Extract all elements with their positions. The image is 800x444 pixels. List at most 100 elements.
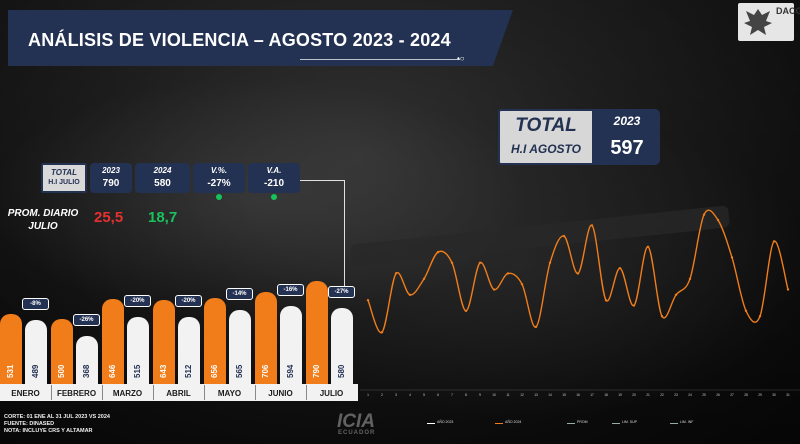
series-line-2024 — [367, 209, 789, 334]
legend-item: LIM. SUP — [622, 420, 637, 424]
bar-value-label: 656 — [210, 364, 219, 378]
line-point — [758, 315, 762, 318]
line-x-tick: 25 — [702, 393, 706, 397]
month-divider — [306, 385, 307, 400]
month-divider — [102, 385, 103, 400]
line-point — [660, 315, 664, 318]
line-x-tick: 1 — [367, 393, 369, 397]
footnote-line: CORTE: 01 ENE AL 31 JUL 2023 VS 2024 — [4, 414, 110, 420]
comparison-cell-head: V.A. — [266, 166, 282, 175]
line-x-tick: 10 — [492, 393, 496, 397]
bar-value-label: 565 — [235, 364, 244, 378]
line-x-tick: 13 — [534, 393, 538, 397]
comparison-cell-head: 2024 — [153, 166, 172, 175]
bar-2023 — [204, 298, 226, 384]
footnotes: CORTE: 01 ENE AL 31 JUL 2023 VS 2024 FUE… — [4, 414, 110, 435]
line-point — [590, 224, 594, 227]
legend-swatch — [612, 423, 620, 424]
eagle-logo-icon — [744, 9, 772, 35]
comparison-total-label-1: TOTAL — [51, 168, 77, 177]
line-point — [786, 288, 790, 291]
line-x-tick: 4 — [409, 393, 411, 397]
title-underline — [300, 59, 460, 60]
line-x-tick: 16 — [576, 393, 580, 397]
line-point — [632, 304, 636, 307]
title-banner — [8, 10, 513, 66]
line-x-tick: 20 — [632, 393, 636, 397]
line-point — [506, 272, 510, 275]
line-x-tick: 5 — [423, 393, 425, 397]
line-point — [548, 261, 552, 264]
total-august-label-2: H.I AGOSTO — [510, 142, 581, 156]
bar-2023 — [51, 318, 73, 384]
line-point — [366, 299, 370, 302]
line-point — [436, 250, 440, 254]
comparison-total-label-2: H.I JULIO — [48, 179, 80, 186]
line-point — [380, 331, 384, 334]
variation-tag: -8% — [22, 297, 49, 310]
bar-2023 — [306, 280, 328, 384]
comparison-cell-2024: 2024 580 — [135, 163, 190, 193]
line-point — [618, 266, 622, 270]
legend-swatch — [495, 423, 503, 424]
line-point — [604, 299, 608, 302]
line-point — [520, 282, 524, 286]
total-august-box: TOTAL H.I AGOSTO 2023 597 — [498, 109, 660, 165]
logo — [738, 3, 794, 41]
watermark-sub: ECUADOR — [338, 430, 376, 436]
month-label: JUNIO — [268, 389, 293, 398]
prom-diario-label: PROM. DIARIO JULIO — [7, 208, 79, 232]
line-x-tick: 28 — [744, 393, 748, 397]
month-axis-band — [0, 384, 358, 401]
watermark: ICIA — [337, 411, 375, 432]
legend-swatch — [670, 423, 678, 424]
line-x-tick: 19 — [618, 393, 622, 397]
line-point — [576, 272, 580, 275]
line-x-tick: 31 — [786, 393, 790, 397]
month-divider — [255, 385, 256, 400]
bar-value-label: 500 — [57, 364, 66, 378]
line-x-tick: 27 — [730, 393, 734, 397]
legend-swatch — [567, 423, 575, 424]
variation-tag: -26% — [73, 313, 100, 326]
month-label: JULIO — [319, 389, 344, 398]
bar-2024 — [25, 319, 47, 384]
month-label: MARZO — [112, 389, 143, 398]
variation-tag: -14% — [226, 287, 253, 300]
bar-2023 — [102, 299, 124, 384]
line-x-tick: 2 — [381, 393, 383, 397]
comparison-cell-value: 790 — [102, 178, 120, 189]
line-point — [674, 293, 678, 297]
total-august-label-panel — [498, 109, 594, 165]
legend-item: AÑO 2024 — [505, 420, 522, 424]
footnote-line: FUENTE: DINASED — [4, 421, 55, 427]
line-point — [394, 272, 398, 275]
bar-value-label: 512 — [184, 364, 193, 378]
line-point — [534, 325, 538, 329]
line-x-tick: 29 — [758, 393, 762, 397]
line-x-tick: 30 — [772, 393, 776, 397]
bar-value-label: 790 — [312, 364, 321, 378]
bar-value-label: 368 — [82, 364, 91, 378]
prom-diario-2023: 25,5 — [94, 209, 124, 226]
line-x-tick: 12 — [520, 393, 524, 397]
comparison-cell-variation-abs: V.A. -210 — [248, 163, 300, 193]
month-divider — [153, 385, 154, 400]
comparison-cell-variation-pct: V.%. -27% — [193, 163, 245, 193]
line-point — [492, 288, 496, 291]
line-point — [408, 293, 412, 297]
line-x-tick: 24 — [688, 393, 692, 397]
total-august-value: 597 — [610, 137, 644, 159]
total-august-year: 2023 — [613, 114, 641, 128]
month-label: ENERO — [11, 389, 40, 398]
bar-2023 — [0, 314, 22, 384]
line-x-tick: 18 — [604, 393, 608, 397]
page-title: ANÁLISIS DE VIOLENCIA – AGOSTO 2023 - 20… — [28, 30, 451, 50]
month-label: ABRIL — [166, 389, 191, 398]
line-point — [772, 240, 776, 243]
logo-text: DACG — [776, 6, 800, 16]
bar-value-label: 531 — [6, 364, 15, 378]
variation-tag: -27% — [328, 286, 355, 299]
line-point — [478, 261, 482, 264]
legend-item: LIM. INF — [680, 420, 694, 424]
